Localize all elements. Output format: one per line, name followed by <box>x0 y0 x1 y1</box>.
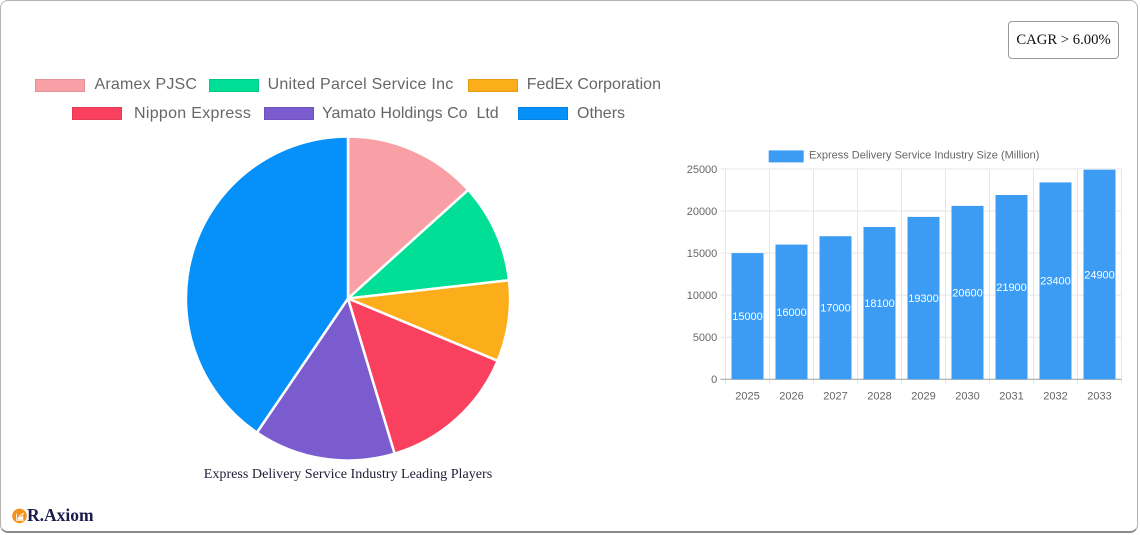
svg-text:25000: 25000 <box>687 164 718 176</box>
svg-text:2032: 2032 <box>1043 390 1067 402</box>
svg-text:16000: 16000 <box>776 307 807 319</box>
svg-text:2030: 2030 <box>955 390 979 402</box>
svg-text:20600: 20600 <box>952 288 983 300</box>
svg-text:19300: 19300 <box>908 293 939 305</box>
svg-text:23400: 23400 <box>1040 276 1071 288</box>
svg-text:24900: 24900 <box>1084 269 1115 281</box>
svg-text:2028: 2028 <box>867 390 891 402</box>
svg-text:18100: 18100 <box>864 298 895 310</box>
svg-text:15000: 15000 <box>732 311 763 323</box>
svg-text:2031: 2031 <box>999 390 1023 402</box>
svg-text:0: 0 <box>711 374 717 386</box>
svg-text:5000: 5000 <box>693 332 717 344</box>
svg-text:2029: 2029 <box>911 390 935 402</box>
svg-text:2025: 2025 <box>735 390 759 402</box>
svg-text:21900: 21900 <box>996 282 1027 294</box>
svg-text:10000: 10000 <box>687 290 718 302</box>
svg-text:15000: 15000 <box>687 248 718 260</box>
svg-text:Express Delivery Service Indus: Express Delivery Service Industry Size (… <box>809 150 1039 162</box>
svg-text:17000: 17000 <box>820 303 851 315</box>
svg-text:2026: 2026 <box>779 390 803 402</box>
svg-text:2033: 2033 <box>1087 390 1111 402</box>
svg-text:20000: 20000 <box>687 206 718 218</box>
svg-text:2027: 2027 <box>823 390 847 402</box>
